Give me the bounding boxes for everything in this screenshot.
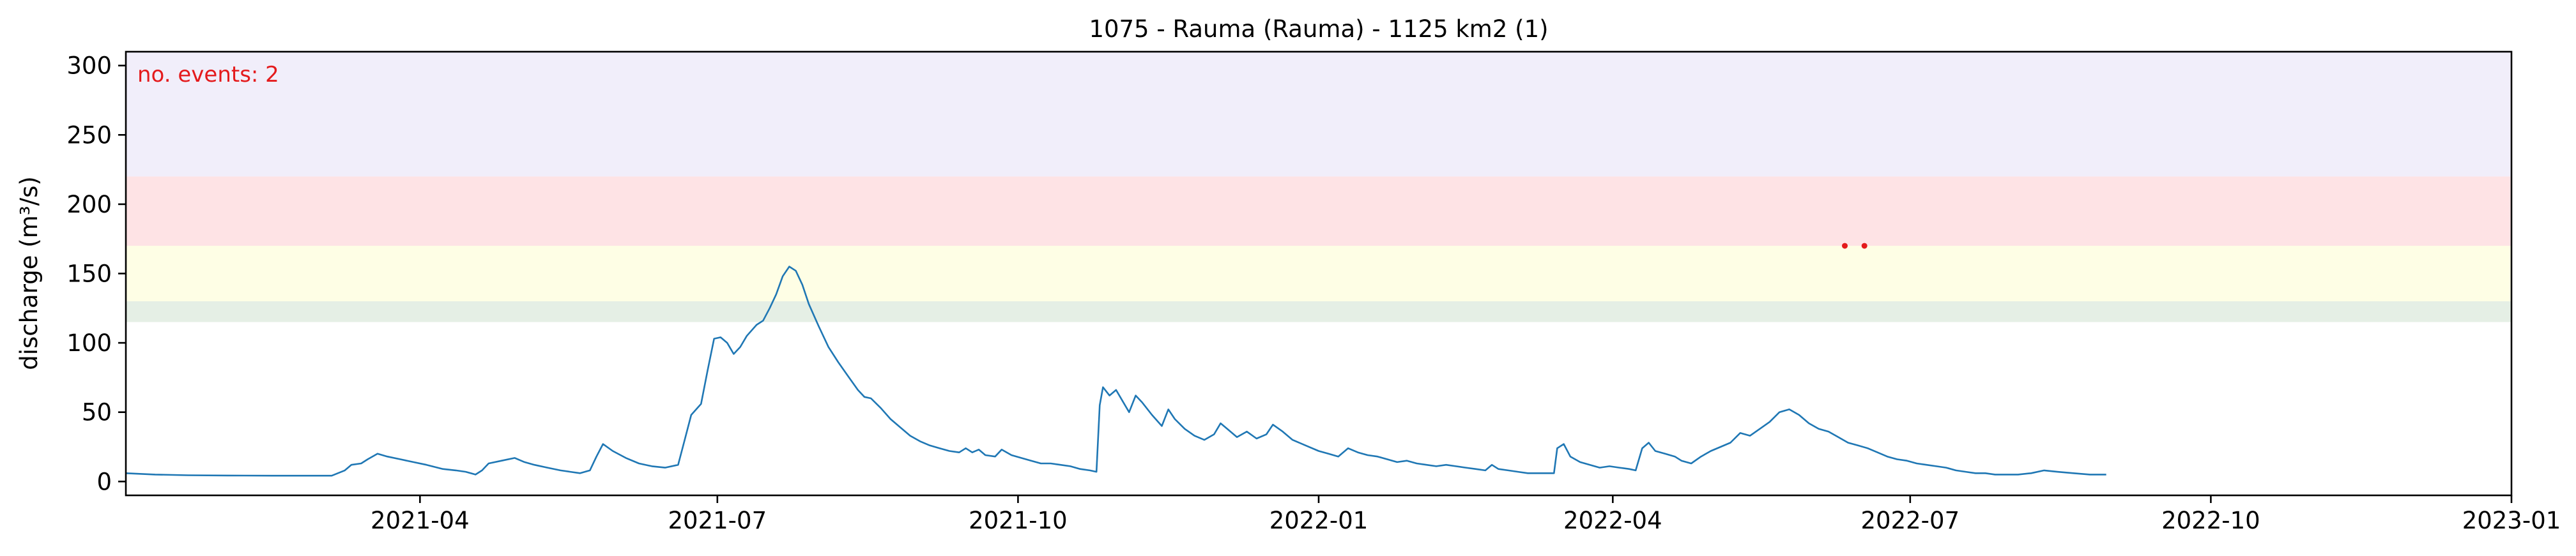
x-tick-label: 2021-04 [371,507,470,534]
y-tick-label: 250 [66,121,112,149]
y-tick-label: 300 [66,52,112,80]
event-marker [1861,243,1867,249]
y-tick-label: 50 [82,399,112,426]
y-tick-label: 0 [96,468,112,495]
threshold-band [126,246,2511,301]
chart-title: 1075 - Rauma (Rauma) - 1125 km2 (1) [1089,15,1548,43]
threshold-bands [126,52,2511,322]
events-count-annotation: no. events: 2 [137,62,279,87]
y-axis: 0 50 100 150 200 250 300 [66,52,126,495]
y-tick-label: 150 [66,260,112,288]
x-tick-label: 2021-07 [668,507,767,534]
y-tick-label: 100 [66,329,112,357]
threshold-band [126,301,2511,322]
y-axis-label: discharge (m³/s) [15,176,43,370]
x-tick-label: 2021-10 [969,507,1068,534]
x-axis: 2021-04 2021-07 2021-10 2022-01 2022-04 2022-… [371,495,2561,534]
threshold-band [126,176,2511,246]
x-tick-label: 2022-07 [1861,507,1960,534]
event-marker [1842,243,1848,249]
x-tick-label: 2022-04 [1563,507,1662,534]
x-tick-label: 2023-01 [2462,507,2561,534]
threshold-band [126,52,2511,177]
event-markers [1842,243,1867,249]
series-line [125,266,2106,477]
x-tick-label: 2022-01 [1269,507,1368,534]
y-tick-label: 200 [66,191,112,218]
x-tick-label: 2022-10 [2161,507,2260,534]
